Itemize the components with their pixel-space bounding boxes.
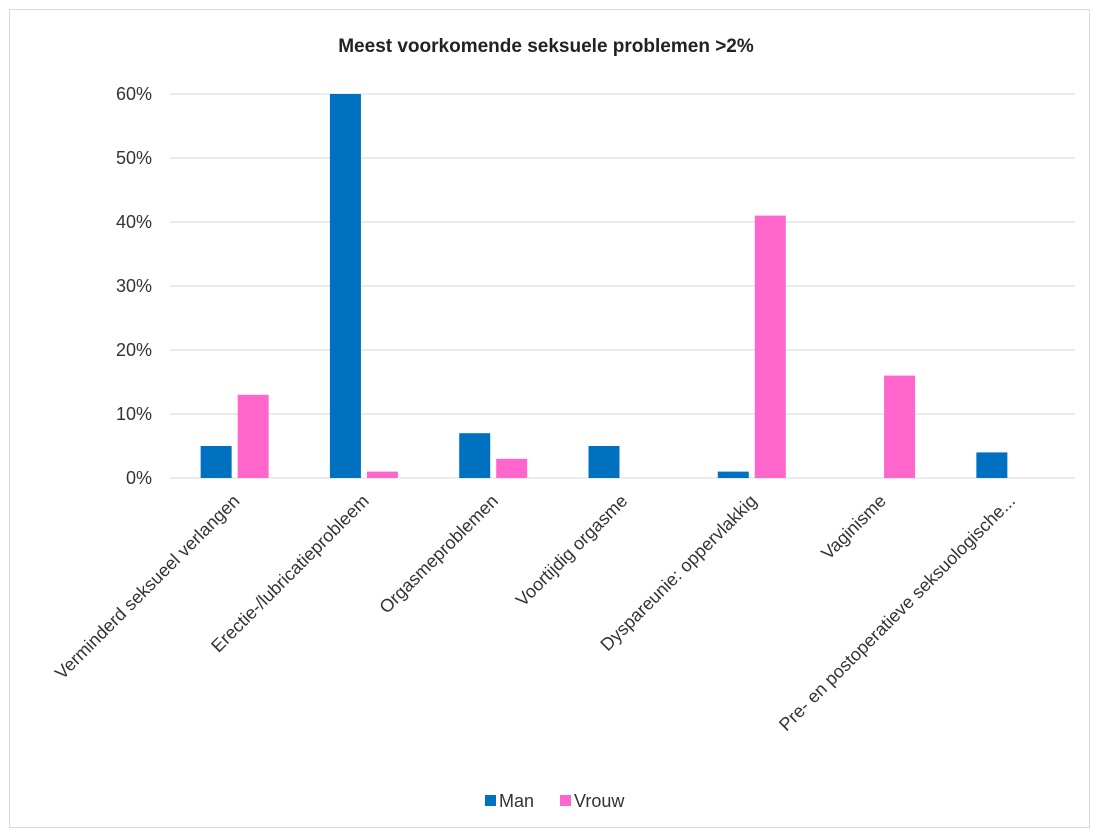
bar-vrouw-4 xyxy=(754,215,786,478)
y-tick-label: 30% xyxy=(116,276,152,296)
x-category-label: Pre- en postoperatieve seksuologische... xyxy=(775,491,1019,735)
y-tick-label: 0% xyxy=(126,468,152,488)
legend-label-man: Man xyxy=(499,791,534,811)
bar-vrouw-2 xyxy=(496,458,528,478)
y-tick-label: 40% xyxy=(116,212,152,232)
x-category-label: Dyspareunie: oppervlakkig xyxy=(596,491,760,655)
x-category-label: Verminderd seksueel verlangen xyxy=(51,491,243,683)
bar-man-3 xyxy=(588,446,620,478)
y-axis-labels: 0% 10% 20% 30% 40% 50% 60% xyxy=(116,84,152,488)
y-tick-label: 50% xyxy=(116,148,152,168)
bar-man-0 xyxy=(200,446,232,478)
bar-man-4 xyxy=(717,471,749,478)
legend-swatch-vrouw xyxy=(560,795,571,806)
bar-vrouw-0 xyxy=(237,394,269,478)
bar-vrouw-1 xyxy=(366,471,398,478)
x-category-label: Orgasmeproblemen xyxy=(375,491,502,618)
legend: Man Vrouw xyxy=(485,791,625,811)
x-axis-labels: Verminderd seksueel verlangenErectie-/lu… xyxy=(51,491,1019,735)
bars xyxy=(200,94,1008,478)
y-tick-label: 20% xyxy=(116,340,152,360)
gridlines xyxy=(170,93,1075,479)
x-category-label: Vaginisme xyxy=(817,491,890,564)
bar-man-1 xyxy=(329,94,361,478)
bar-man-6 xyxy=(976,452,1008,478)
y-tick-label: 10% xyxy=(116,404,152,424)
legend-swatch-man xyxy=(485,795,496,806)
x-category-label: Voortijdig orgasme xyxy=(512,491,632,611)
chart-title: Meest voorkomende seksuele problemen >2% xyxy=(338,36,754,57)
bar-man-2 xyxy=(459,433,491,478)
legend-label-vrouw: Vrouw xyxy=(574,791,625,811)
y-tick-label: 60% xyxy=(116,84,152,104)
bar-vrouw-5 xyxy=(884,375,916,478)
